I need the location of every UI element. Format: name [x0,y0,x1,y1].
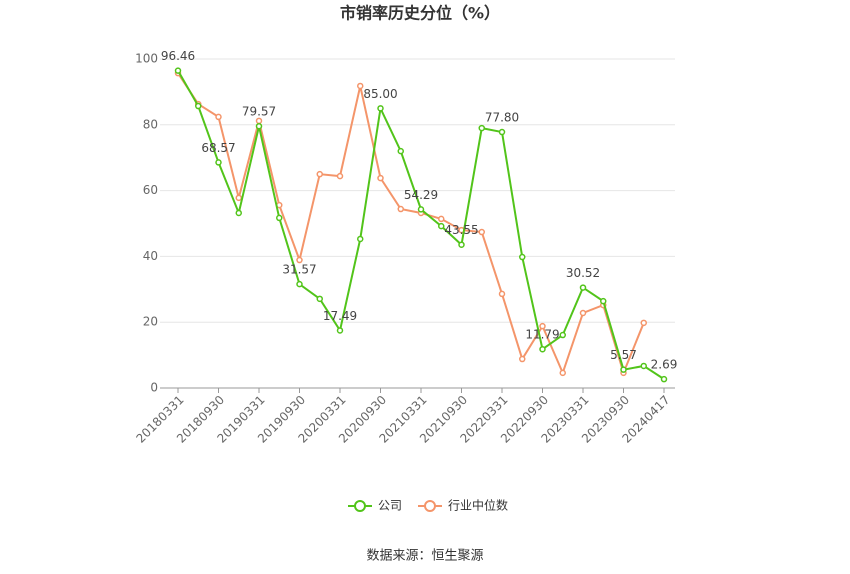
data-label: 30.52 [566,266,600,280]
point [640,319,647,327]
point [519,253,526,261]
point [620,366,627,373]
data-label: 54.29 [404,188,438,202]
point [559,369,566,377]
source: 数据来源：恒生聚源 [366,549,483,564]
legend-marker [424,500,436,512]
point [296,280,303,288]
legend-label: 行业中位数 [448,498,508,513]
data-label: 85.00 [363,87,397,101]
legend-item[interactable]: 公司 [348,499,402,513]
y-tick-label: 100 [135,52,158,66]
data-label: 17.49 [323,309,357,323]
point [377,174,384,182]
point [316,295,323,303]
data-label: 5.57 [610,348,637,362]
point [519,355,526,363]
point [336,327,344,334]
data-label: 96.46 [161,49,195,63]
point [458,241,465,248]
y-tick-label: 20 [143,315,158,329]
data-label: 2.69 [651,358,678,372]
point [417,206,425,213]
point [336,172,344,180]
point [255,117,263,125]
point [498,128,506,136]
legend-label: 公司 [378,499,402,513]
data-label: 11.79 [525,328,559,342]
legend-marker [354,500,366,512]
point [255,122,263,130]
point [195,102,202,110]
point [660,375,668,383]
y-tick-label: 0 [150,381,158,395]
point [640,362,647,370]
y-tick-label: 80 [143,117,158,131]
point [276,214,283,222]
point [579,284,587,291]
point [357,235,364,243]
series-line [177,72,645,376]
point [438,222,445,230]
point [539,322,546,330]
point [559,331,566,339]
data-label: 77.80 [485,111,519,125]
point [478,228,485,236]
point [215,113,222,121]
point [600,297,607,305]
point [579,309,587,317]
point [215,159,222,166]
point [397,147,404,155]
legend-item[interactable]: 行业中位数 [418,498,508,513]
point [235,209,242,217]
y-tick-label: 40 [143,249,158,263]
data-label: 31.57 [282,263,316,277]
point [539,345,546,353]
point [377,105,384,112]
chart-title: 市销率历史分位（%） [340,4,500,23]
data-label: 79.57 [242,105,276,119]
data-label: 68.57 [201,141,235,155]
point [235,194,242,202]
point [316,170,323,178]
point [357,82,364,90]
point [498,290,506,298]
point [296,256,303,264]
y-tick-label: 60 [143,183,158,197]
point [478,124,485,132]
point [397,205,404,213]
data-label: 43.55 [444,223,478,237]
point [438,215,445,223]
point [174,67,182,74]
